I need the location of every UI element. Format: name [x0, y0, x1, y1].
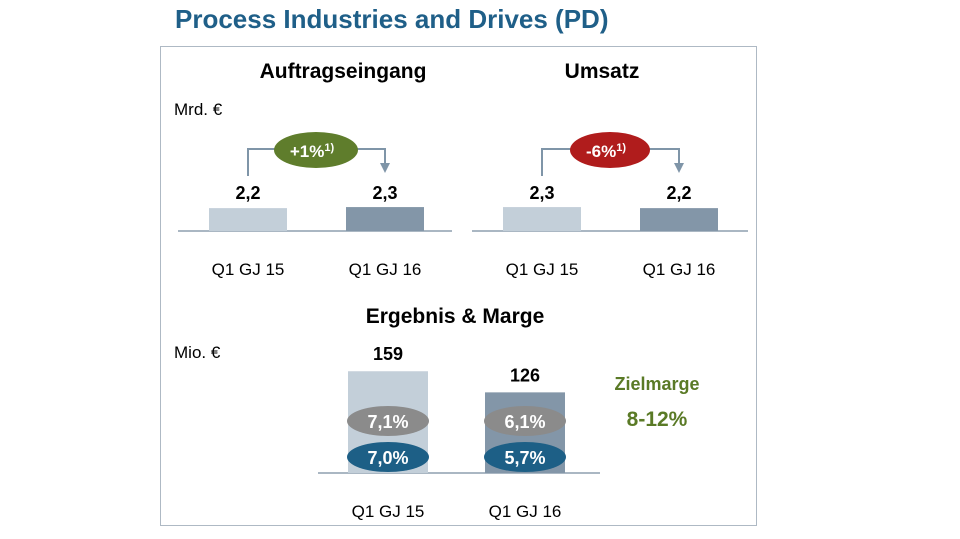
revenue-change-badge	[570, 132, 650, 168]
orders-value-label-0: 2,2	[235, 183, 260, 203]
orders-value-label-1: 2,3	[372, 183, 397, 203]
orders-unit-label: Mrd. €	[174, 100, 223, 119]
revenue-change-label: -6%1)	[586, 142, 626, 161]
margin-oval-lower-1	[484, 442, 566, 472]
profit-x-label-1: Q1 GJ 16	[489, 502, 562, 521]
revenue-value-label-1: 2,2	[666, 183, 691, 203]
revenue-x-label-1: Q1 GJ 16	[643, 260, 716, 279]
orders-bar-q1-gj16	[346, 207, 424, 231]
revenue-x-label-0: Q1 GJ 15	[506, 260, 579, 279]
profit-unit-label: Mio. €	[174, 343, 221, 362]
margin-oval-upper-1	[484, 406, 566, 436]
target-margin-label: Zielmarge	[614, 374, 700, 394]
revenue-chart-title: Umsatz	[564, 60, 640, 83]
margin-upper-label-1: 6,1%	[504, 412, 545, 432]
margin-oval-lower-0	[347, 442, 429, 472]
chart-panel	[160, 46, 757, 526]
revenue-value-label-0: 2,3	[529, 183, 554, 203]
target-margin-value: 8-12%	[626, 408, 688, 431]
orders-change-badge	[274, 132, 358, 168]
profit-value-label-1: 126	[510, 365, 540, 385]
profit-value-label-0: 159	[373, 344, 403, 364]
margin-lower-label-0: 7,0%	[367, 448, 408, 468]
profit-x-label-0: Q1 GJ 15	[352, 502, 425, 521]
orders-change-label: +1%1)	[290, 142, 335, 161]
margin-lower-label-1: 5,7%	[504, 448, 545, 468]
orders-x-label-0: Q1 GJ 15	[212, 260, 285, 279]
orders-x-label-1: Q1 GJ 16	[349, 260, 422, 279]
revenue-bar-q1-gj16	[640, 208, 718, 231]
margin-oval-upper-0	[347, 406, 429, 436]
revenue-bar-q1-gj15	[503, 207, 581, 231]
orders-chart-title: Auftragseingang	[259, 60, 427, 83]
profit-chart-title: Ergebnis & Marge	[365, 305, 545, 328]
margin-upper-label-0: 7,1%	[367, 412, 408, 432]
page-title: Process Industries and Drives (PD)	[175, 4, 609, 34]
orders-bar-q1-gj15	[209, 208, 287, 231]
